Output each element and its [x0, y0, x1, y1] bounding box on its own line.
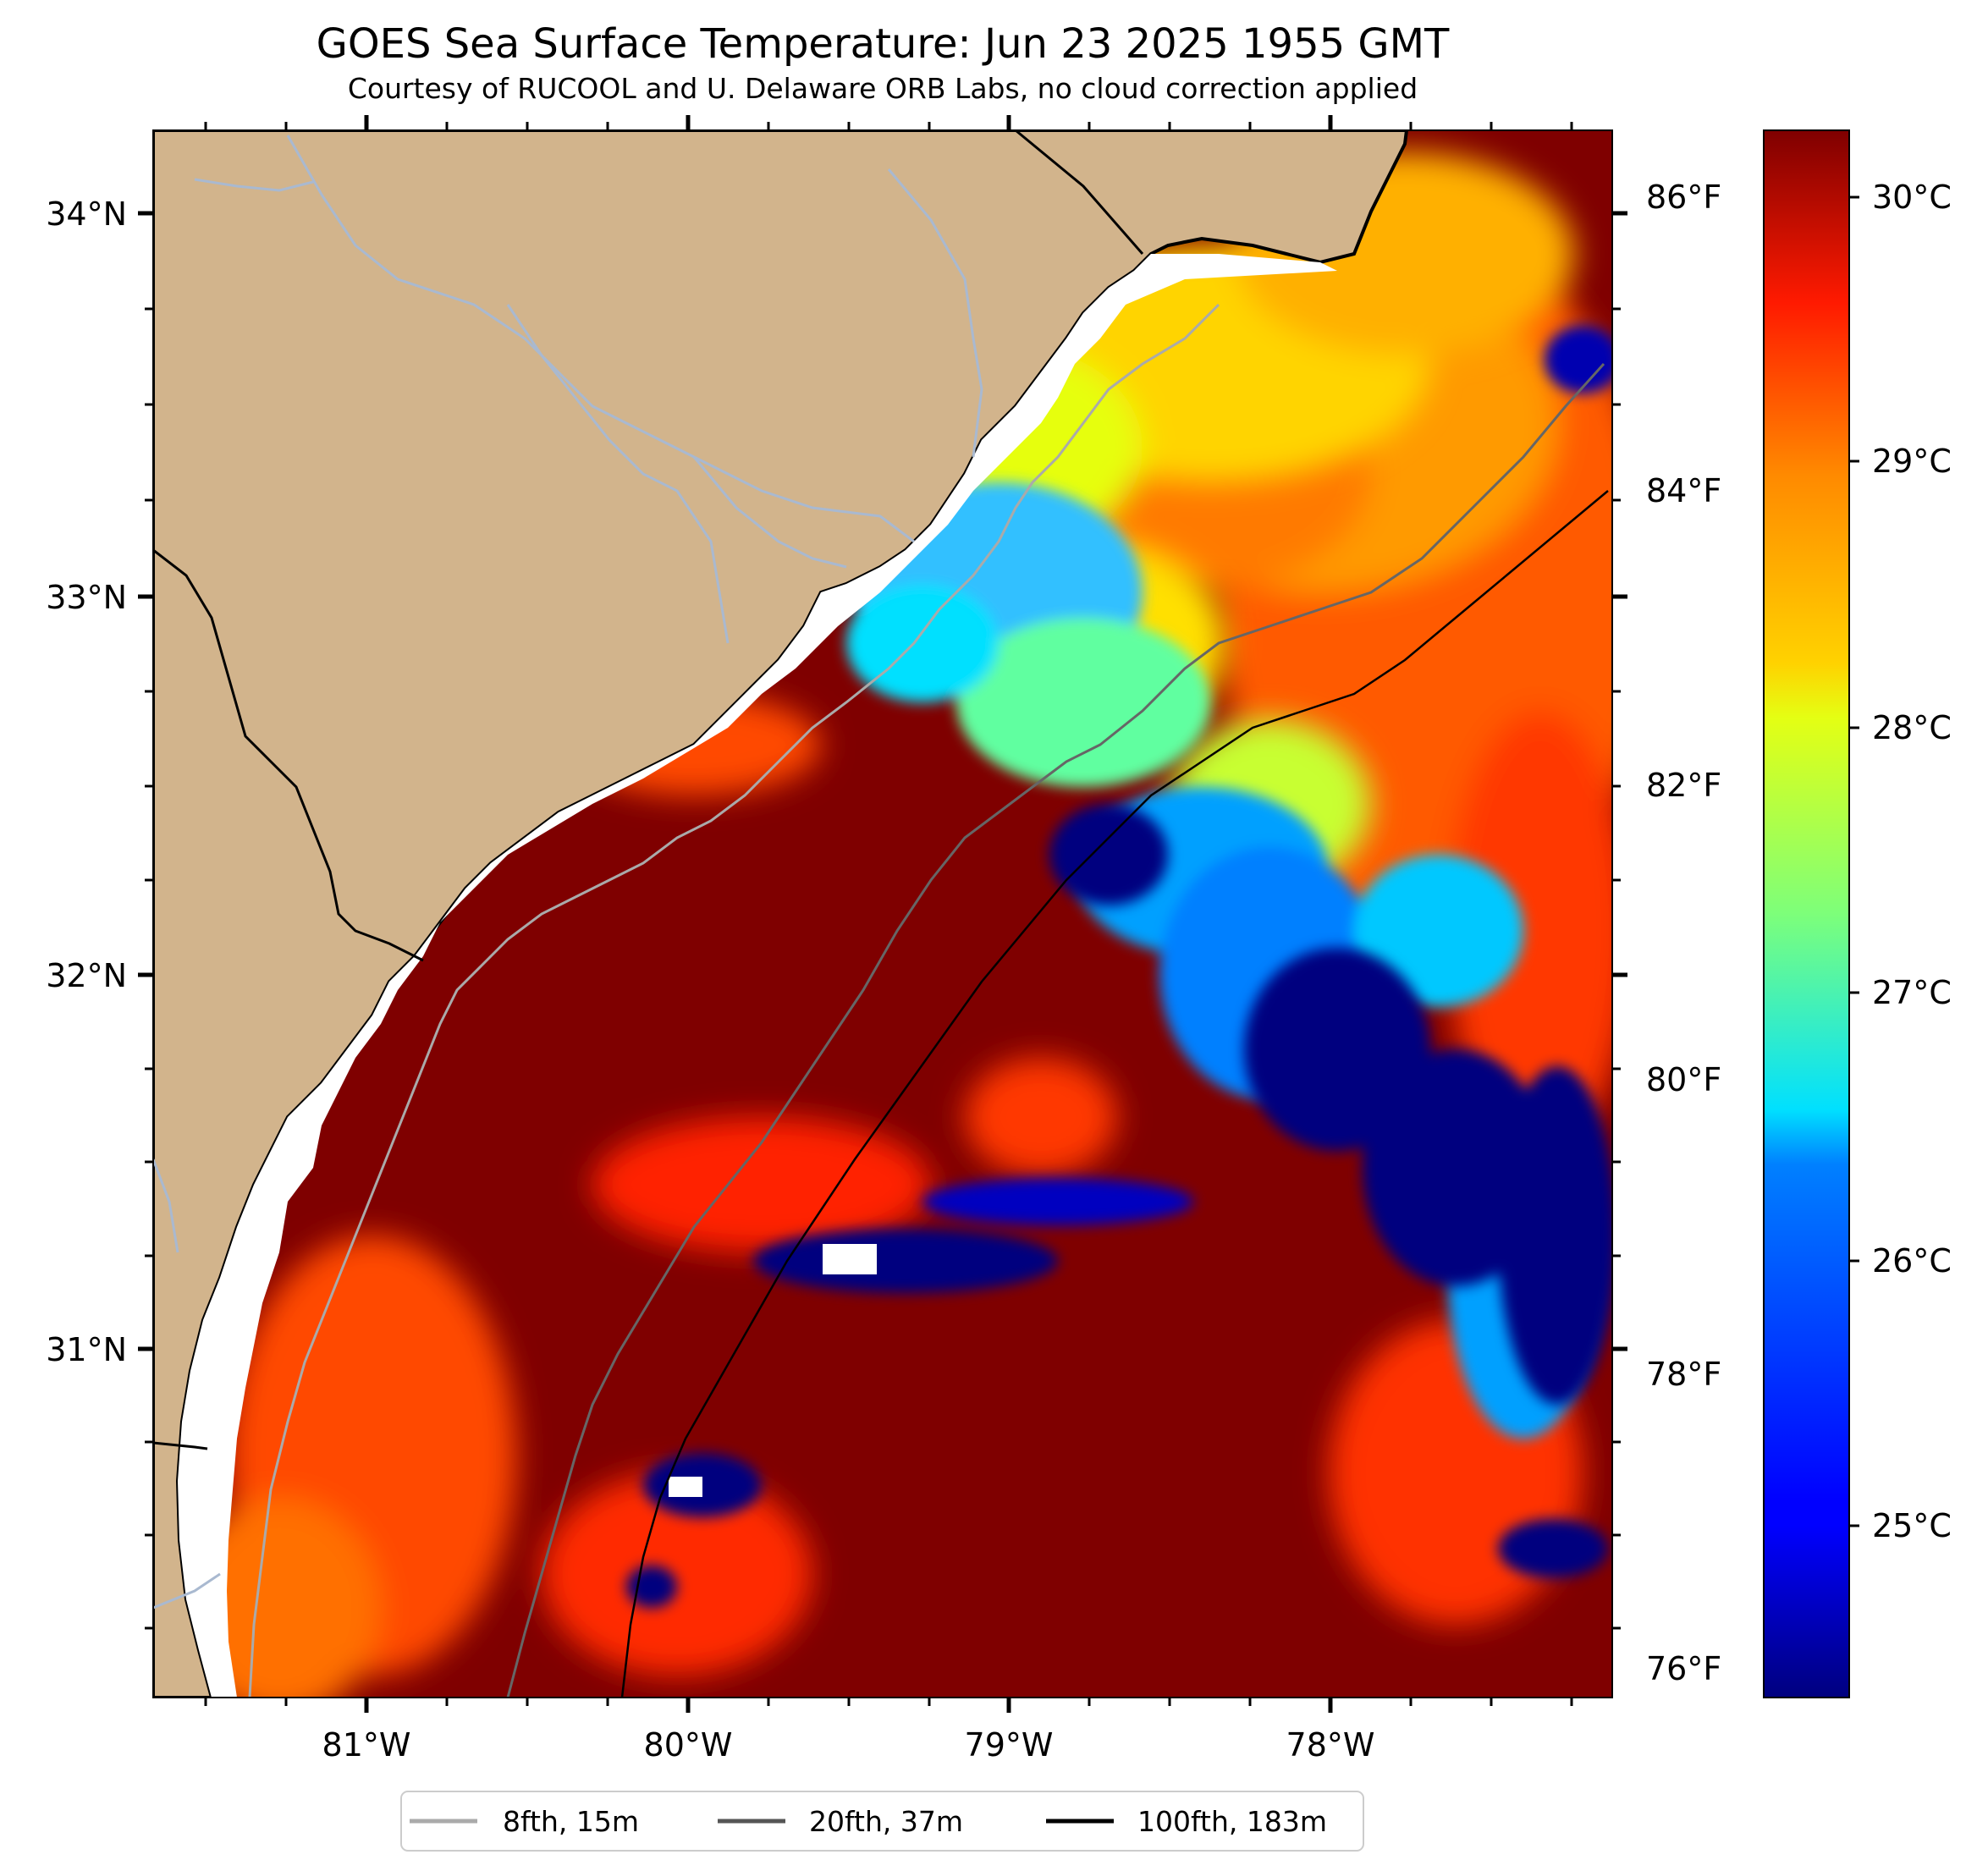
no-data-patch — [823, 1244, 877, 1274]
chart-title: GOES Sea Surface Temperature: Jun 23 202… — [317, 20, 1450, 68]
colorbar-tick-label: 25°C — [1872, 1507, 1952, 1544]
colorbar: 30°C 29°C 28°C 27°C 26°C 25°C — [1763, 129, 1952, 1698]
fahrenheit-tick-label: 78°F — [1646, 1356, 1721, 1393]
lat-axis-ticks — [138, 211, 1627, 1630]
contour-8fth — [248, 303, 1220, 1698]
fahrenheit-tick-label: 84°F — [1646, 472, 1721, 509]
fahrenheit-tick-label: 76°F — [1646, 1650, 1721, 1687]
lat-axis-labels: 34°N 33°N 32°N 31°N — [46, 195, 127, 1368]
contour-legend: 8fth, 15m 20fth, 37m 100fth, 183m — [400, 1791, 1364, 1852]
lon-axis-labels: 81°W 80°W 79°W 78°W — [322, 1726, 1375, 1764]
chart-subtitle: Courtesy of RUCOOL and U. Delaware ORB L… — [348, 72, 1418, 105]
rivers — [153, 135, 983, 1610]
contour-20fth — [506, 362, 1605, 1698]
no-data-patch — [669, 1477, 702, 1497]
colorbar-tick-label: 29°C — [1872, 443, 1952, 480]
colorbar-tick-label: 27°C — [1872, 974, 1952, 1011]
lat-tick-label: 33°N — [46, 579, 127, 616]
fahrenheit-tick-label: 82°F — [1646, 767, 1721, 804]
lat-tick-label: 31°N — [46, 1331, 127, 1368]
lat-tick-label: 34°N — [46, 195, 127, 233]
colorbar-tick-label: 28°C — [1872, 709, 1952, 746]
state-boundaries — [153, 130, 1144, 1450]
contour-100fth — [620, 490, 1609, 1698]
lon-tick-label: 78°W — [1286, 1726, 1375, 1764]
sst-cold-cores — [626, 326, 1612, 1608]
legend-box — [400, 1791, 1364, 1852]
colorbar-gradient — [1763, 129, 1850, 1698]
lon-axis-ticks — [204, 115, 1573, 1713]
fahrenheit-axis-labels: 86°F 84°F 82°F 80°F 78°F 76°F — [1646, 179, 1721, 1687]
colorbar-tick-label: 30°C — [1872, 179, 1952, 216]
lon-tick-label: 80°W — [644, 1726, 733, 1764]
legend-label: 20fth, 37m — [809, 1805, 963, 1838]
lon-tick-label: 79°W — [965, 1726, 1054, 1764]
sst-map — [153, 130, 1612, 1698]
lat-tick-label: 32°N — [46, 957, 127, 994]
colorbar-tick-label: 26°C — [1872, 1242, 1952, 1279]
fahrenheit-tick-label: 80°F — [1646, 1061, 1721, 1098]
map-frame — [152, 129, 1613, 1698]
legend-label: 8fth, 15m — [503, 1805, 639, 1838]
lon-tick-label: 81°W — [322, 1726, 411, 1764]
legend-label: 100fth, 183m — [1137, 1805, 1327, 1838]
fahrenheit-tick-label: 86°F — [1646, 179, 1721, 216]
